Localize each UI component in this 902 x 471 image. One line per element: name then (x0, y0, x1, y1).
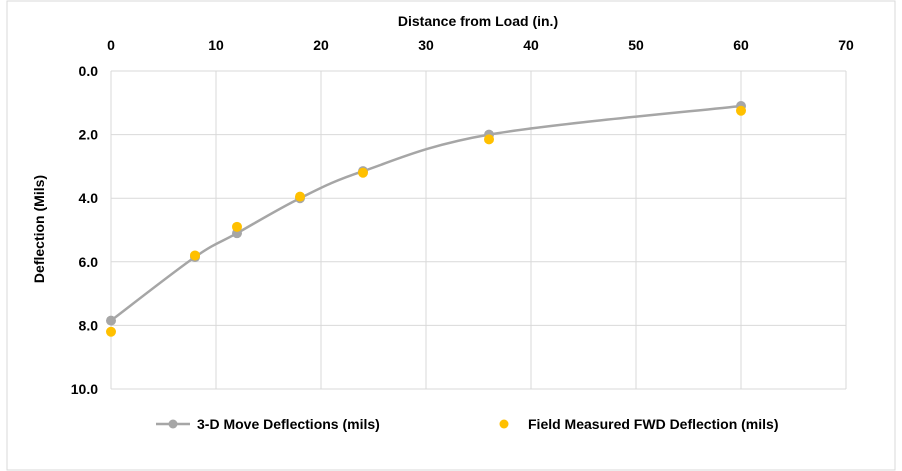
x-tick-label: 70 (838, 37, 854, 53)
y-tick-label: 2.0 (79, 127, 99, 143)
chart-frame (6, 0, 896, 471)
data-point-3d-move (106, 315, 116, 326)
tick-labels: 0 10 20 30 40 50 60 70 0.0 2.0 4.0 6.0 8.0 10.0 (71, 37, 854, 397)
x-axis-title: Distance from Load (in.) (398, 13, 558, 29)
x-tick-label: 20 (313, 37, 329, 53)
data-point-fwd (295, 191, 305, 202)
x-tick-label: 50 (628, 37, 644, 53)
data-point-fwd (106, 326, 116, 337)
data-point-fwd (190, 250, 200, 261)
x-tick-label: 60 (733, 37, 749, 53)
y-axis-title: Deflection (Mils) (31, 175, 47, 283)
legend-label-3d-move: 3-D Move Deflections (mils) (197, 416, 380, 432)
x-tick-label: 40 (523, 37, 539, 53)
x-tick-label: 10 (208, 37, 224, 53)
legend-grey-marker (168, 419, 178, 429)
data-point-fwd (484, 134, 494, 145)
legend: 3-D Move Deflections (mils) Field Measur… (156, 416, 778, 432)
y-tick-label: 6.0 (79, 254, 99, 270)
data-point-fwd (232, 221, 242, 232)
series-layer (106, 100, 746, 337)
y-tick-label: 8.0 (79, 317, 99, 333)
x-tick-label: 0 (107, 37, 115, 53)
x-tick-label: 30 (418, 37, 434, 53)
legend-label-fwd: Field Measured FWD Deflection (mils) (528, 416, 778, 432)
y-tick-label: 4.0 (79, 190, 99, 206)
data-point-fwd (358, 167, 368, 178)
data-point-fwd (736, 105, 746, 116)
y-tick-label: 10.0 (71, 381, 98, 397)
y-tick-label: 0.0 (79, 63, 99, 79)
legend-yellow-marker (499, 419, 509, 429)
